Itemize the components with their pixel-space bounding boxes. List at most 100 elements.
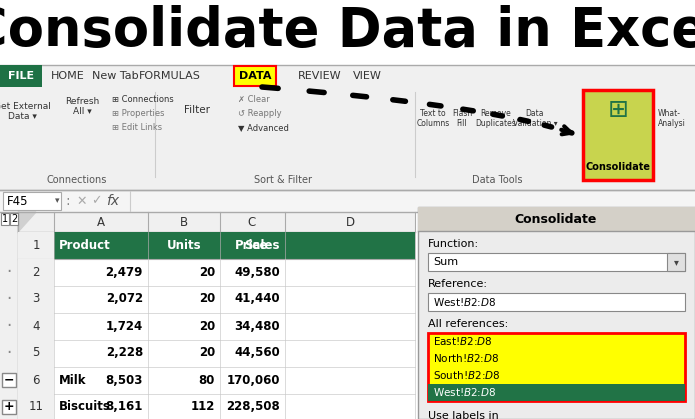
Text: REVIEW: REVIEW	[298, 71, 342, 81]
Text: Price: Price	[235, 238, 269, 251]
Text: 20: 20	[199, 292, 215, 305]
Text: 2,072: 2,072	[106, 292, 143, 305]
Text: fx: fx	[106, 194, 120, 208]
Bar	[0, 212, 415, 419]
Bar	[18, 394, 415, 419]
Text: ·: ·	[6, 263, 12, 281]
Text: FILE: FILE	[8, 71, 34, 81]
Bar	[2, 373, 16, 387]
Text: What-
Analysi: What- Analysi	[658, 109, 686, 128]
Bar	[583, 90, 653, 180]
Text: 112: 112	[190, 401, 215, 414]
Text: D: D	[345, 215, 354, 228]
Bar	[1, 213, 9, 225]
Bar	[18, 212, 415, 232]
Bar	[418, 207, 695, 231]
Text: Sum: Sum	[433, 257, 458, 267]
Text: 41,440: 41,440	[234, 292, 280, 305]
Text: Use labels in: Use labels in	[428, 411, 499, 419]
Bar	[0, 190, 695, 212]
Bar	[18, 259, 415, 286]
Text: Function:: Function:	[428, 239, 479, 249]
Text: F45: F45	[7, 194, 28, 207]
Bar	[18, 313, 54, 340]
Text: −: −	[3, 373, 15, 386]
Text: Data
Validation ▾: Data Validation ▾	[513, 109, 557, 128]
Text: Milk: Milk	[59, 373, 86, 386]
Bar	[0, 0, 695, 65]
Bar	[428, 333, 685, 401]
Text: ▾: ▾	[673, 257, 678, 267]
Bar	[18, 232, 54, 259]
Text: ⊞ Connections: ⊞ Connections	[112, 95, 174, 104]
Text: Consolidate: Consolidate	[585, 162, 651, 172]
Text: ✗ Clear: ✗ Clear	[238, 95, 270, 104]
Text: 49,580: 49,580	[234, 266, 280, 279]
Text: 8,503: 8,503	[106, 373, 143, 386]
Text: 2: 2	[11, 214, 17, 224]
Text: 20: 20	[199, 347, 215, 360]
Bar	[667, 253, 685, 271]
Text: DATA: DATA	[239, 71, 271, 81]
Bar	[234, 66, 276, 86]
Text: ✓: ✓	[91, 194, 101, 207]
Text: Data Tools: Data Tools	[472, 175, 522, 185]
Text: Sales: Sales	[245, 238, 280, 251]
Text: 3: 3	[32, 292, 40, 305]
Text: ⊞ Edit Links: ⊞ Edit Links	[112, 123, 162, 132]
Text: West!$B$2:$D$8: West!$B$2:$D$8	[433, 386, 496, 398]
Text: VIEW: VIEW	[352, 71, 382, 81]
Text: 20: 20	[199, 266, 215, 279]
Text: West!$B$2:$D$8: West!$B$2:$D$8	[433, 296, 496, 308]
Bar	[0, 212, 18, 419]
Text: Filter: Filter	[184, 105, 210, 115]
Text: 1,724: 1,724	[106, 320, 143, 333]
Text: South!$B$2:$D$8: South!$B$2:$D$8	[433, 369, 500, 381]
Text: ·: ·	[6, 317, 12, 335]
Text: Consolidate Data in Excel: Consolidate Data in Excel	[0, 5, 695, 57]
Text: Product: Product	[59, 238, 111, 251]
Bar	[18, 367, 415, 394]
Text: :: :	[66, 194, 70, 208]
Text: FORMULAS: FORMULAS	[139, 71, 201, 81]
Bar	[18, 394, 54, 419]
Text: Text to
Columns: Text to Columns	[416, 109, 450, 128]
Text: ▼ Advanced: ▼ Advanced	[238, 123, 289, 132]
Bar	[2, 400, 16, 414]
Bar	[418, 207, 695, 419]
Text: +: +	[3, 401, 15, 414]
Polygon shape	[18, 212, 36, 232]
Text: Consolidate: Consolidate	[515, 212, 597, 225]
Bar	[18, 286, 54, 313]
Text: New Tab: New Tab	[92, 71, 138, 81]
Bar	[18, 367, 54, 394]
Bar	[428, 253, 685, 271]
Text: 228,508: 228,508	[227, 401, 280, 414]
Bar	[428, 384, 685, 401]
Text: Get External
Data ▾: Get External Data ▾	[0, 102, 51, 122]
Text: 34,480: 34,480	[234, 320, 280, 333]
Text: C: C	[248, 215, 256, 228]
Text: Units: Units	[167, 238, 202, 251]
Text: Biscuits: Biscuits	[59, 401, 111, 414]
Text: Flash
Fill: Flash Fill	[452, 109, 472, 128]
Text: 2: 2	[32, 266, 40, 279]
Text: 1: 1	[32, 238, 40, 251]
Text: Connections: Connections	[47, 175, 107, 185]
Text: ·: ·	[6, 290, 12, 308]
Bar	[0, 65, 695, 190]
Bar	[18, 313, 415, 340]
Bar	[18, 232, 415, 259]
Text: 170,060: 170,060	[227, 373, 280, 386]
Bar	[18, 286, 415, 313]
Text: North!$B$2:$D$8: North!$B$2:$D$8	[433, 352, 499, 364]
Text: 8,161: 8,161	[106, 401, 143, 414]
Text: Remove
Duplicates: Remove Duplicates	[475, 109, 516, 128]
Text: 44,560: 44,560	[234, 347, 280, 360]
Bar	[18, 259, 54, 286]
Text: ⊞: ⊞	[607, 98, 628, 122]
Text: 6: 6	[32, 373, 40, 386]
Text: 11: 11	[28, 401, 44, 414]
Text: ✕: ✕	[76, 194, 88, 207]
Bar	[428, 293, 685, 311]
